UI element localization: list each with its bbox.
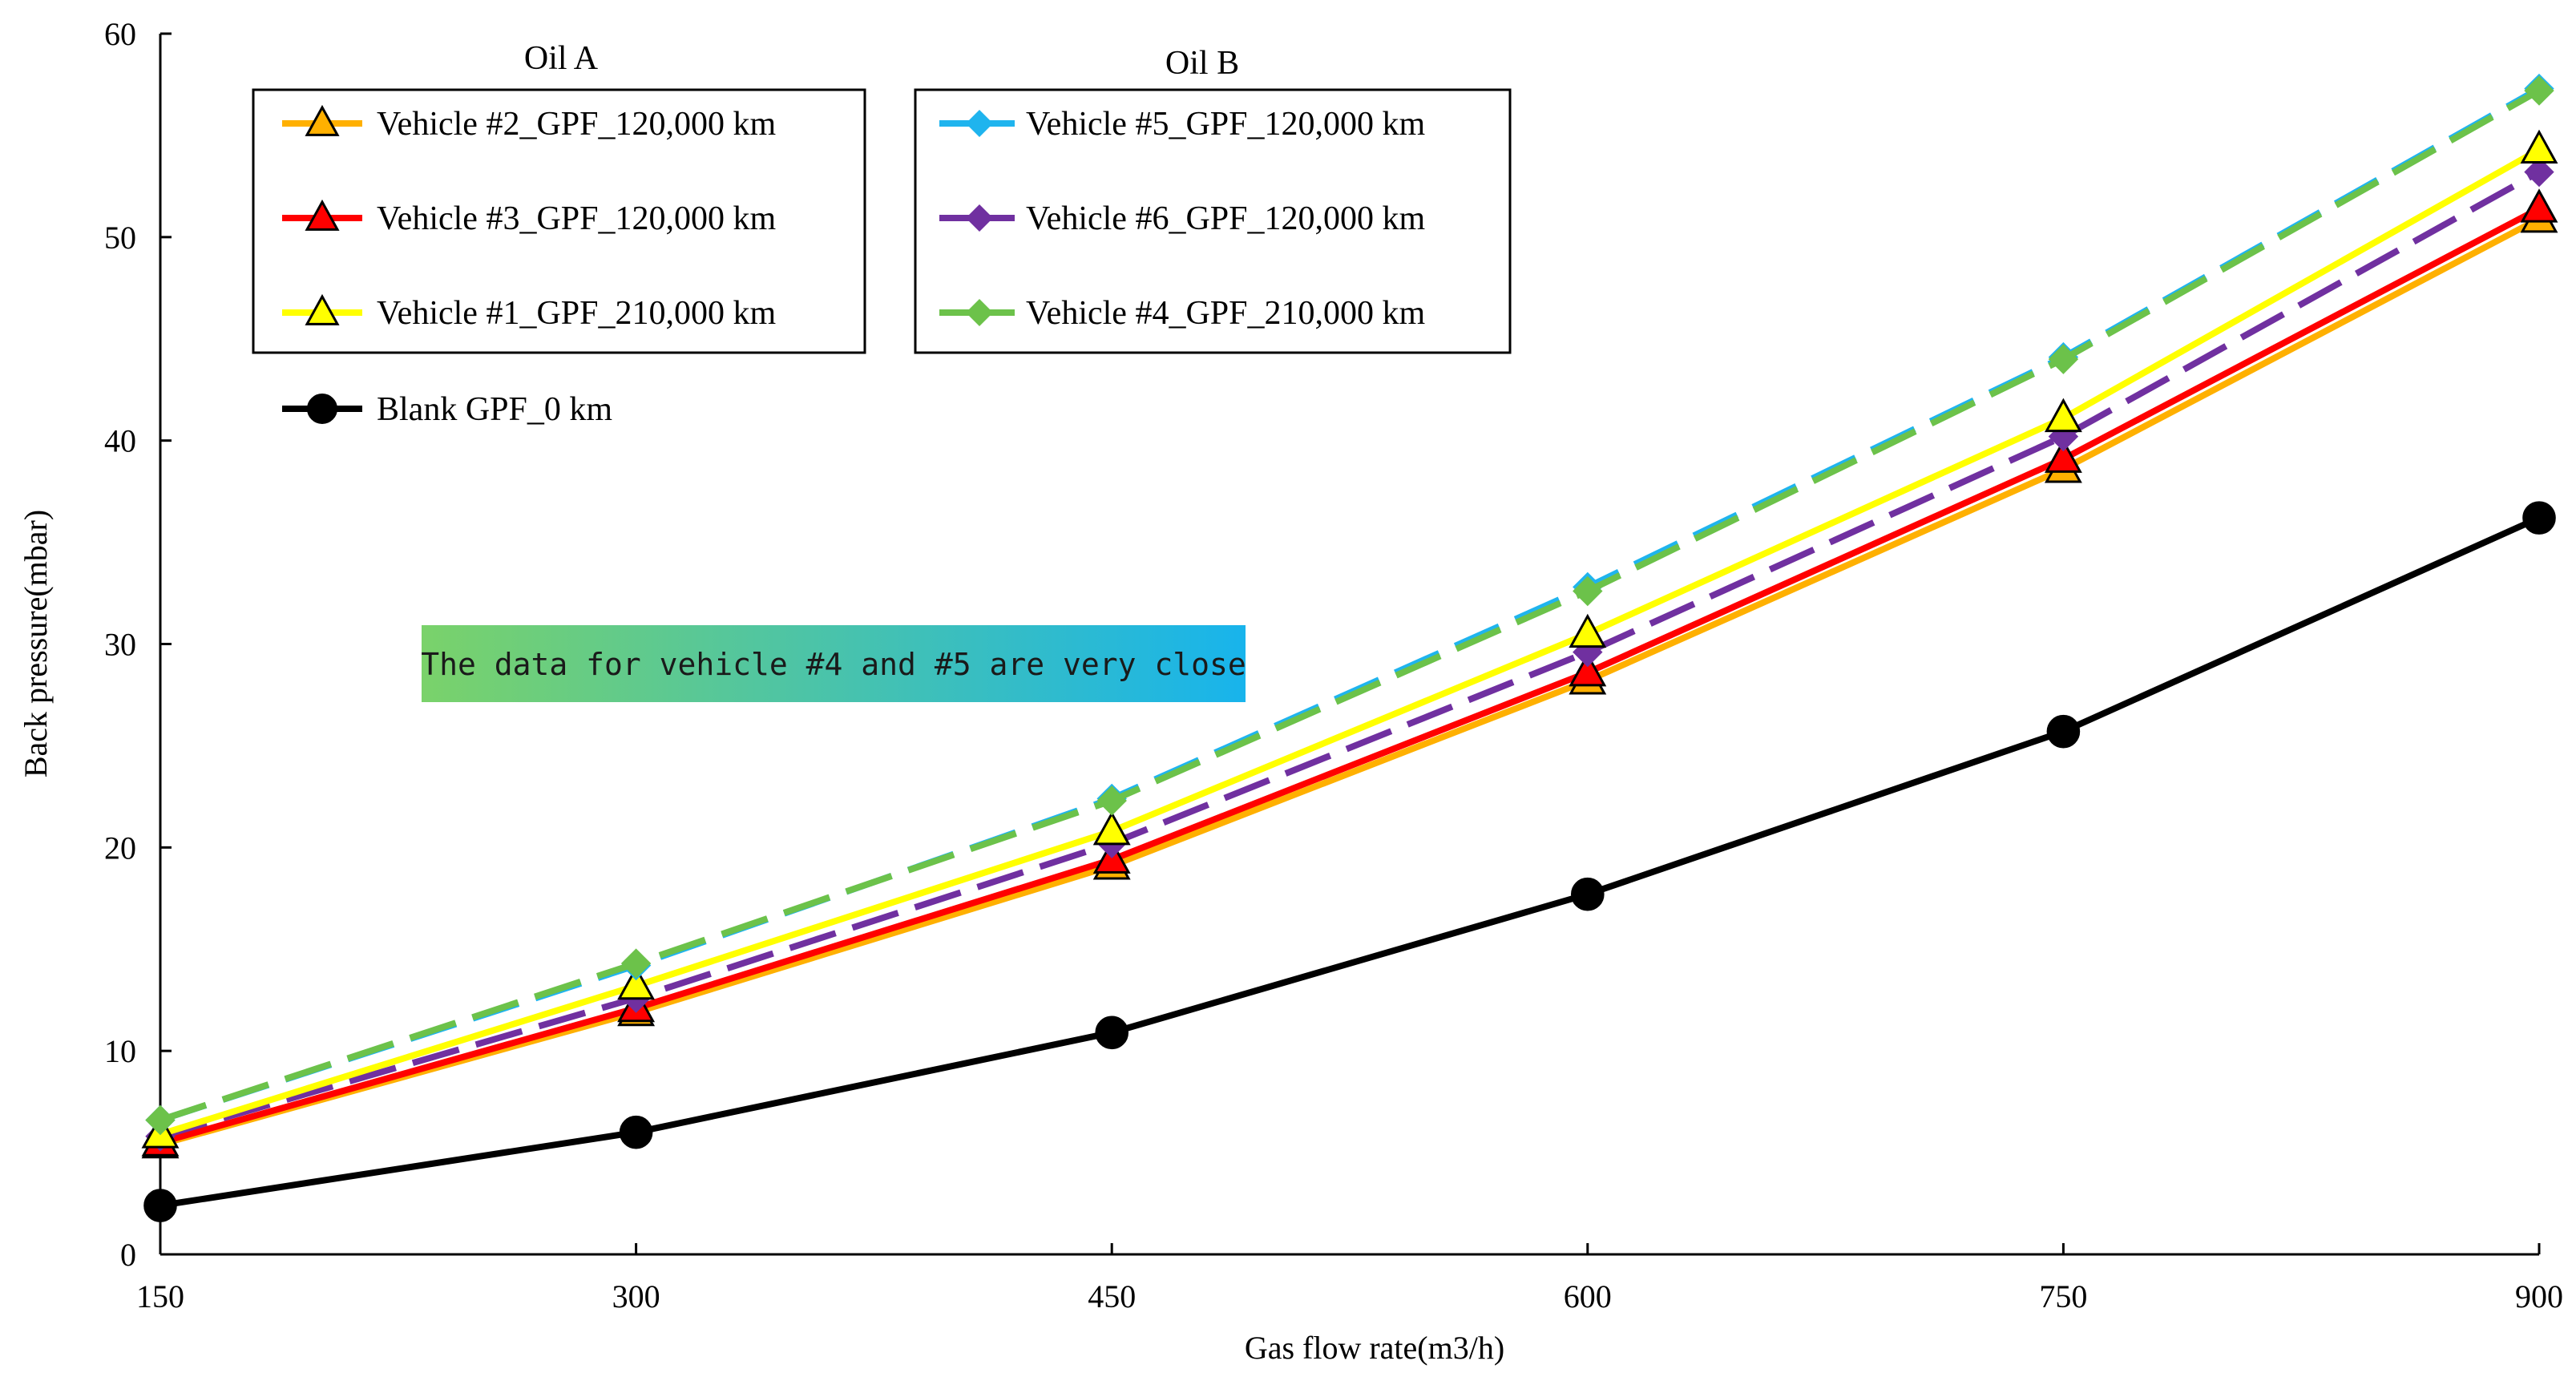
data-point: [2520, 129, 2558, 164]
annotation-text: The data for vehicle #4 and #5 are very …: [421, 647, 1246, 682]
legend-entry: Vehicle #2_GPF_120,000 km: [282, 104, 776, 143]
data-point: [2044, 438, 2082, 473]
legend-label: Vehicle #2_GPF_120,000 km: [377, 106, 776, 143]
legend-label: Vehicle #3_GPF_120,000 km: [377, 200, 776, 237]
legend-marker: [305, 199, 340, 231]
data-point: [2522, 501, 2556, 535]
series-line: [159, 169, 2541, 1140]
data-point: [2520, 188, 2558, 223]
x-tick-label: 150: [136, 1278, 184, 1314]
legend-group-oil-b: Oil B: [1165, 45, 1239, 82]
legend-marker: [307, 394, 337, 424]
data-point: [1569, 652, 1607, 687]
legend-entry: Vehicle #3_GPF_120,000 km: [282, 199, 776, 237]
data-point: [1573, 575, 1603, 607]
legend-group-oil-a: Oil A: [524, 40, 599, 77]
legend-marker: [305, 104, 340, 136]
x-tick-label: 750: [2039, 1278, 2087, 1314]
data-point: [620, 948, 652, 979]
series-line: [159, 87, 2541, 1124]
x-tick-label: 600: [1564, 1278, 1612, 1314]
x-axis-title: Gas flow rate(m3/h): [1245, 1330, 1504, 1366]
y-axis-title: Back pressure(mbar): [18, 510, 54, 777]
data-point: [1571, 877, 1605, 911]
data-point: [2046, 714, 2081, 749]
data-point: [143, 1189, 177, 1222]
data-point: [2044, 398, 2082, 433]
data-point: [619, 1115, 653, 1149]
series-vehicle-4-gpf-210-000-km: [145, 75, 2554, 1136]
series-line: [159, 515, 2541, 1209]
legend-marker: [305, 293, 340, 325]
data-point: [2524, 75, 2554, 106]
legend-entry: Vehicle #1_GPF_210,000 km: [282, 293, 776, 332]
x-tick-label: 300: [612, 1278, 660, 1314]
series-line: [159, 147, 2541, 1138]
y-tick-label: 30: [104, 627, 136, 663]
data-point: [1092, 810, 1131, 846]
data-point: [1095, 1016, 1129, 1050]
data-point: [145, 1104, 176, 1136]
legend-label: Vehicle #1_GPF_210,000 km: [377, 295, 776, 332]
legend-entry: Vehicle #6_GPF_120,000 km: [939, 200, 1425, 237]
legend-marker: [966, 204, 993, 232]
y-tick-label: 10: [104, 1033, 136, 1069]
data-point: [1569, 613, 1607, 648]
series-line: [159, 216, 2541, 1148]
data-point: [617, 965, 656, 1000]
legend-marker: [966, 299, 993, 326]
legend-label: Vehicle #6_GPF_120,000 km: [1026, 200, 1425, 237]
series-line: [159, 205, 2541, 1146]
x-tick-label: 450: [1088, 1278, 1136, 1314]
legend-entry: Vehicle #5_GPF_120,000 km: [939, 106, 1425, 143]
data-point: [2048, 344, 2079, 374]
series-blank-gpf-0-km: [143, 501, 2556, 1222]
y-tick-label: 60: [104, 16, 136, 52]
y-tick-label: 50: [104, 220, 136, 256]
legend-marker: [966, 110, 993, 137]
y-tick-label: 20: [104, 830, 136, 866]
annotation-box: [422, 625, 1246, 702]
y-tick-label: 0: [120, 1237, 136, 1273]
data-point: [2524, 156, 2554, 188]
y-tick-label: 40: [104, 423, 136, 459]
data-point: [1096, 785, 1127, 816]
legend-label: Blank GPF_0 km: [377, 391, 612, 428]
legend-label: Vehicle #4_GPF_210,000 km: [1026, 295, 1425, 332]
legend-entry: Blank GPF_0 km: [282, 391, 612, 428]
x-tick-label: 900: [2515, 1278, 2563, 1314]
legend-label: Vehicle #5_GPF_120,000 km: [1026, 106, 1425, 143]
legend-entry: Vehicle #4_GPF_210,000 km: [939, 295, 1425, 332]
